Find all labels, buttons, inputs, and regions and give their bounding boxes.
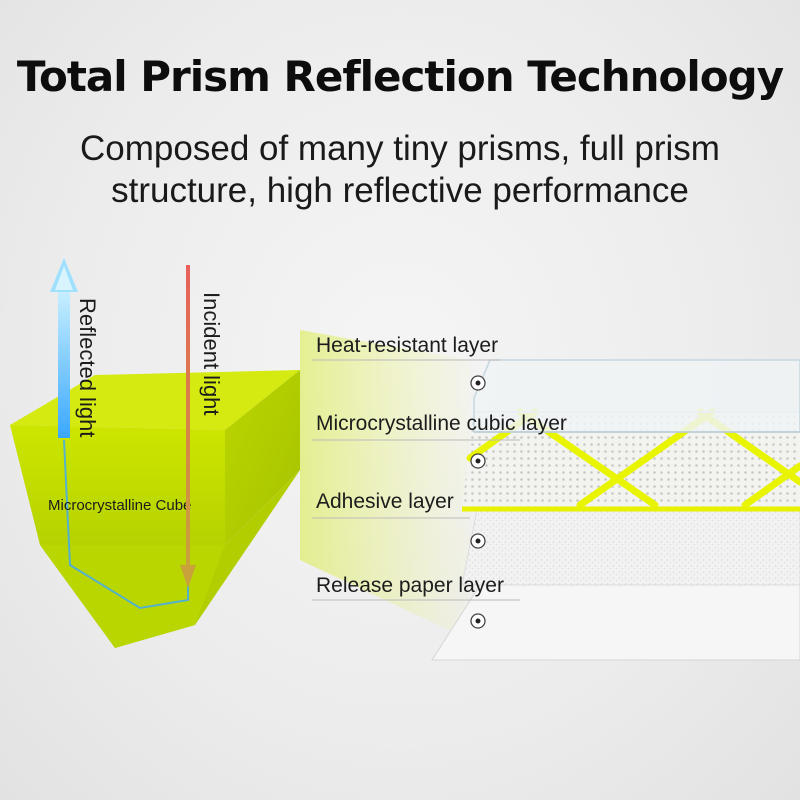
layer-stack bbox=[431, 359, 800, 661]
layer-markers bbox=[470, 375, 486, 629]
layer-label-release-paper: Release paper layer bbox=[316, 574, 504, 597]
incident-light-arrow bbox=[180, 265, 196, 588]
cube-tip bbox=[40, 545, 225, 648]
layer-label-adhesive: Adhesive layer bbox=[316, 490, 454, 513]
marker-adhesive bbox=[470, 533, 486, 549]
layer-label-microcrystalline: Microcrystalline cubic layer bbox=[316, 412, 567, 435]
layer-label-heat-resistant: Heat-resistant layer bbox=[316, 334, 498, 357]
adhesive-sheet bbox=[461, 504, 800, 586]
marker-heat-resistant bbox=[470, 375, 486, 391]
microcrystalline-cube: Microcrystalline Cube bbox=[10, 370, 300, 648]
page-subtitle: Composed of many tiny prisms, full prism… bbox=[80, 129, 720, 210]
marker-microcrystalline bbox=[470, 453, 486, 469]
cube-side-face bbox=[225, 370, 300, 545]
page-title: Total Prism Reflection Technology bbox=[16, 52, 784, 101]
cube-front-face bbox=[10, 425, 225, 545]
layer-labels: Heat-resistant layer Microcrystalline cu… bbox=[312, 334, 567, 601]
light-beam bbox=[300, 330, 470, 640]
cube-label: Microcrystalline Cube bbox=[48, 497, 191, 514]
reflected-light-label: Reflected light bbox=[75, 298, 100, 437]
reflected-light-arrow bbox=[50, 258, 78, 438]
marker-release-paper bbox=[470, 613, 486, 629]
microcrystalline-sheet bbox=[462, 412, 800, 508]
cube-top-face bbox=[10, 370, 300, 430]
incident-light-label: Incident light bbox=[199, 292, 224, 416]
